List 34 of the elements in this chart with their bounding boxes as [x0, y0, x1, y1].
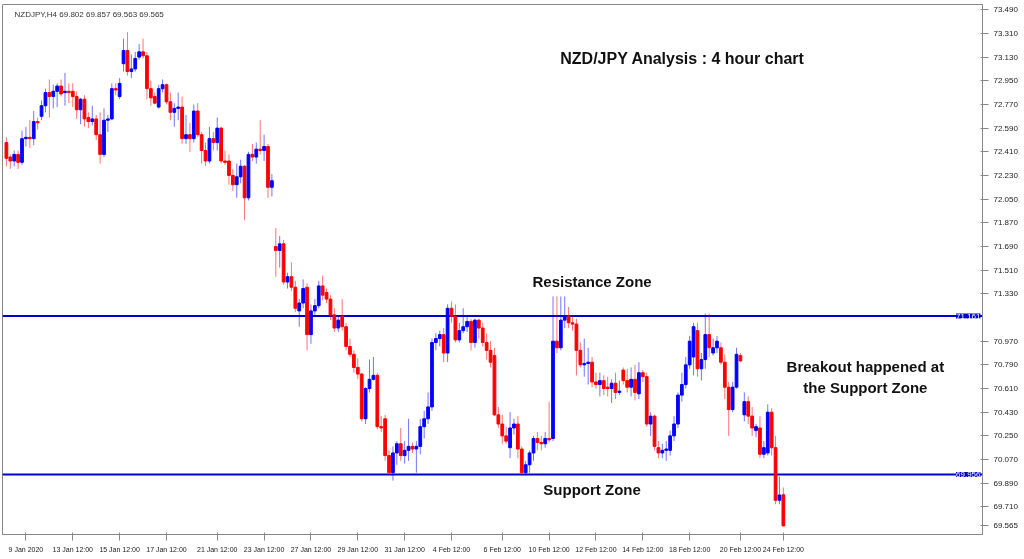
y-tick-label: 70.970 — [993, 336, 1019, 346]
y-tick-label: 70.790 — [993, 360, 1019, 370]
annotation: Resistance Zone — [532, 273, 652, 291]
y-tick-label: 72.050 — [993, 194, 1019, 204]
ref-line-label: 69.956 — [956, 470, 982, 480]
y-tick-label: 71.870 — [993, 218, 1019, 228]
candlestick — [715, 335, 719, 354]
y-tick-label: 72.410 — [993, 147, 1019, 157]
y-tick-label: 69.710 — [993, 502, 1019, 512]
candlestick — [465, 315, 469, 333]
y-tick-label: 71.510 — [993, 265, 1019, 275]
y-tick-label: 71.330 — [993, 289, 1019, 299]
y-tick-label: 72.950 — [993, 76, 1019, 86]
y-tick-label: 70.610 — [993, 384, 1019, 394]
annotation: Support Zone — [543, 480, 641, 498]
y-tick-label: 71.690 — [993, 241, 1019, 251]
ref-line-label: 71.161 — [956, 311, 982, 321]
y-tick-label: 70.070 — [993, 455, 1019, 465]
y-tick-label: 73.130 — [993, 52, 1019, 62]
y-tick-label: 72.230 — [993, 170, 1019, 180]
y-tick-label: 73.490 — [993, 5, 1019, 15]
text: NZD/JPY Analysis : 4 hour chart — [560, 49, 805, 67]
y-tick-label: 70.250 — [993, 431, 1019, 441]
annotation: NZDJPY,H4 69.802 69.857 69.563 69.565 — [14, 9, 165, 19]
candlestick — [711, 338, 715, 357]
y-tick-label: 69.890 — [993, 478, 1019, 488]
candlestick — [754, 423, 758, 438]
y-tick-label: 72.590 — [993, 123, 1019, 133]
annotation: Breakout happened at the Support Zone — [786, 358, 945, 396]
y-tick-label: 73.310 — [993, 28, 1019, 38]
y-tick-label: 70.430 — [993, 407, 1019, 417]
y-tick-label: 72.770 — [993, 99, 1019, 109]
y-tick-label: 69.565 — [993, 521, 1019, 531]
candlestick — [59, 78, 63, 98]
